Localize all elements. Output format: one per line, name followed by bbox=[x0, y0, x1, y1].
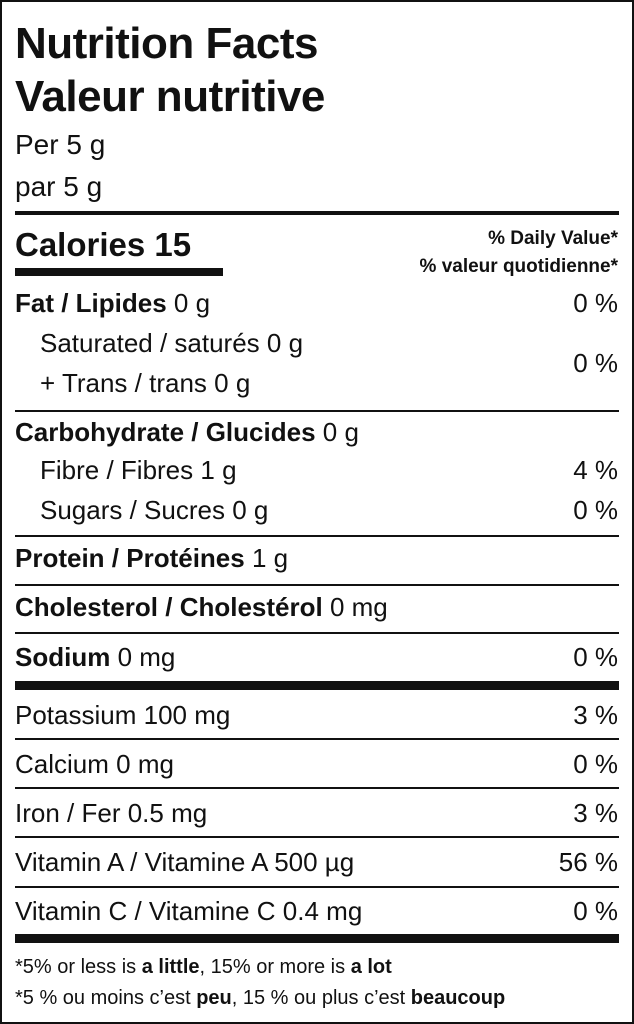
vitamin-c-dv: 0 % bbox=[573, 896, 618, 926]
vitamin-a-row: Vitamin A / Vitamine A 500 µg bbox=[15, 847, 355, 877]
protein-row: Protein / Protéines 1 g bbox=[15, 543, 289, 573]
calcium-row: Calcium 0 mg bbox=[15, 749, 174, 779]
sodium-row: Sodium 0 mg bbox=[15, 642, 176, 672]
fat-row: Fat / Lipides 0 g bbox=[15, 288, 211, 318]
divider bbox=[15, 211, 619, 215]
serving-en: Per 5 g bbox=[15, 129, 106, 160]
divider bbox=[15, 836, 619, 838]
divider bbox=[15, 535, 619, 537]
vitamin-a-dv: 56 % bbox=[558, 847, 618, 877]
potassium-dv: 3 % bbox=[573, 700, 618, 730]
saturated-row: Saturated / saturés 0 g bbox=[40, 328, 304, 358]
dv-header-fr: % valeur quotidienne* bbox=[419, 256, 618, 277]
potassium-row: Potassium 100 mg bbox=[15, 700, 231, 730]
carbohydrate-row: Carbohydrate / Glucides 0 g bbox=[15, 417, 359, 447]
sugars-dv: 0 % bbox=[573, 495, 618, 525]
iron-row: Iron / Fer 0.5 mg bbox=[15, 798, 208, 828]
footnote-fr: *5 % ou moins c’est peu, 15 % ou plus c’… bbox=[15, 987, 506, 1009]
footnote-en: *5% or less is a little, 15% or more is … bbox=[15, 956, 392, 978]
vitamin-c-row: Vitamin C / Vitamine C 0.4 mg bbox=[15, 896, 363, 926]
sugars-row: Sugars / Sucres 0 g bbox=[40, 495, 269, 525]
fibre-dv: 4 % bbox=[573, 455, 618, 485]
title-en: Nutrition Facts bbox=[15, 19, 318, 68]
fibre-row: Fibre / Fibres 1 g bbox=[40, 455, 237, 485]
iron-dv: 3 % bbox=[573, 798, 618, 828]
sodium-dv: 0 % bbox=[573, 642, 618, 672]
thick-divider bbox=[15, 681, 619, 690]
divider bbox=[15, 787, 619, 789]
divider bbox=[15, 632, 619, 634]
trans-row: + Trans / trans 0 g bbox=[40, 368, 251, 398]
divider bbox=[15, 584, 619, 586]
sat-trans-dv: 0 % bbox=[573, 348, 618, 378]
calories: Calories 15 bbox=[15, 226, 192, 263]
divider bbox=[15, 886, 619, 888]
serving-fr: par 5 g bbox=[15, 171, 103, 202]
title-fr: Valeur nutritive bbox=[15, 72, 325, 121]
calories-underline bbox=[15, 268, 223, 276]
divider bbox=[15, 738, 619, 740]
divider bbox=[15, 410, 619, 412]
dv-header-en: % Daily Value* bbox=[488, 228, 618, 249]
calcium-dv: 0 % bbox=[573, 749, 618, 779]
fat-dv: 0 % bbox=[573, 288, 618, 318]
thick-divider bbox=[15, 934, 619, 943]
cholesterol-row: Cholesterol / Cholestérol 0 mg bbox=[15, 592, 388, 622]
